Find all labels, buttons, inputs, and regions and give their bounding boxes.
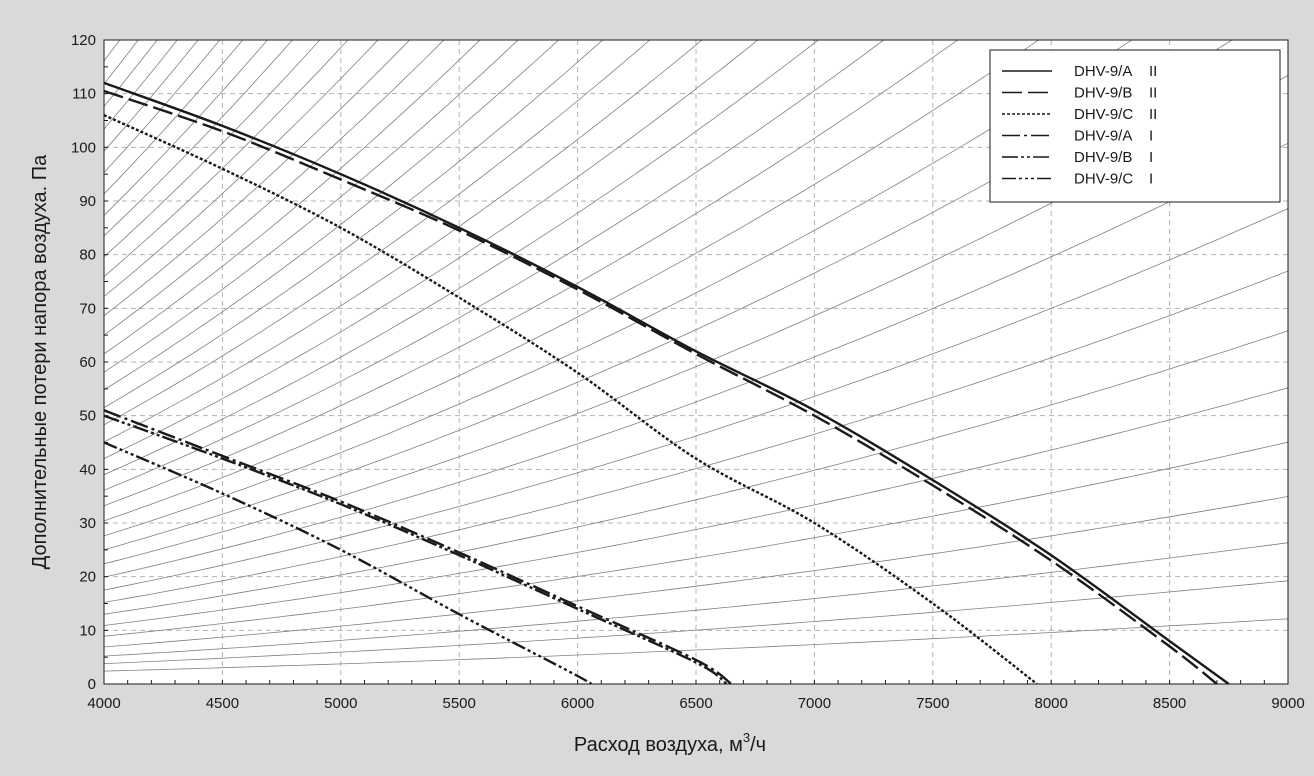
fan-curves-layer <box>104 81 1230 684</box>
y-tick-label: 120 <box>71 32 96 49</box>
system-curve <box>104 40 139 85</box>
x-tick-label: 5000 <box>324 695 357 712</box>
system-curve <box>104 40 759 459</box>
system-curve <box>104 40 959 507</box>
system-curve <box>104 441 1288 637</box>
legend-label-4: DHV-9/A <box>1074 128 1132 145</box>
system-curve <box>104 387 1288 626</box>
system-curve <box>104 208 1288 591</box>
system-curve <box>104 40 651 426</box>
y-tick-label: 90 <box>79 193 96 210</box>
system-curve <box>104 40 349 278</box>
system-curve <box>104 330 1288 615</box>
legend-mode-6: I <box>1149 171 1153 188</box>
legend-mode-5: I <box>1149 149 1153 166</box>
system-curve <box>104 40 703 443</box>
legend-mode-3: II <box>1149 106 1157 123</box>
axis-layer: 4000 4500 5000 5500 6000 6500 7000 7500 8000 8500… <box>71 32 1305 712</box>
system-curve <box>104 142 1288 578</box>
series-line-5 <box>104 414 728 684</box>
system-curve <box>104 40 481 355</box>
y-tick-label: 30 <box>79 515 96 532</box>
system-curve <box>104 40 885 491</box>
y-tick-label: 100 <box>71 139 96 156</box>
system-curve <box>104 40 293 237</box>
y-tick-label: 20 <box>79 569 96 586</box>
system-curve <box>104 40 604 408</box>
legend-label-6: DHV-9/C <box>1074 171 1133 188</box>
system-curve <box>104 618 1288 672</box>
y-tick-label: 10 <box>79 622 96 639</box>
series-line-6 <box>104 441 593 684</box>
system-curve <box>104 542 1288 657</box>
system-curve <box>104 496 1288 648</box>
system-curve <box>104 40 1040 522</box>
x-tick-label: 8500 <box>1153 695 1186 712</box>
x-tick-label: 5500 <box>443 695 476 712</box>
x-tick-label: 4500 <box>206 695 239 712</box>
system-curve <box>104 40 199 152</box>
x-tick-label: 7000 <box>798 695 831 712</box>
system-curve <box>104 40 445 336</box>
legend-box <box>989 49 1281 203</box>
series-line-2 <box>104 89 1218 684</box>
system-curve <box>104 40 560 391</box>
series-line-1 <box>104 81 1230 684</box>
x-tick-label: 9000 <box>1271 695 1304 712</box>
y-tick-label: 0 <box>88 676 96 693</box>
legend-label-3: DHV-9/C <box>1074 106 1133 123</box>
y-axis-label: Дополнительные потери напора воздуха. Па <box>29 154 51 569</box>
system-curve <box>104 40 379 297</box>
legend-mode-2: II <box>1149 85 1157 102</box>
legend-label-1: DHV-9/A <box>1074 63 1132 80</box>
y-tick-label: 60 <box>79 354 96 371</box>
system-curve <box>104 40 321 258</box>
x-tick-label: 6500 <box>679 695 712 712</box>
legend-label-5: DHV-9/B <box>1074 149 1132 166</box>
y-tick-label: 40 <box>79 461 96 478</box>
legend-mode-4: I <box>1149 128 1153 145</box>
system-curve <box>104 40 244 195</box>
system-curve <box>104 40 178 130</box>
y-tick-label: 50 <box>79 408 96 425</box>
system-curve <box>104 580 1288 664</box>
y-tick-label: 70 <box>79 300 96 317</box>
series-line-3 <box>104 114 1038 684</box>
system-curve <box>104 40 268 216</box>
series-line-4 <box>104 409 733 684</box>
y-tick-label: 80 <box>79 247 96 264</box>
system-curve <box>104 40 411 317</box>
x-axis-label: Расход воздуха, м3/ч <box>574 730 766 756</box>
system-curve <box>104 40 121 62</box>
x-tick-label: 7500 <box>916 695 949 712</box>
system-curve <box>104 270 1288 603</box>
y-tick-label: 110 <box>72 86 96 103</box>
system-curve <box>104 40 519 373</box>
x-tick-label: 8000 <box>1035 695 1068 712</box>
system-curve <box>104 40 819 476</box>
system-curve <box>104 40 221 173</box>
x-tick-label: 6000 <box>561 695 594 712</box>
legend-mode-1: II <box>1149 63 1157 80</box>
x-tick-label: 4000 <box>87 695 120 712</box>
legend-label-2: DHV-9/B <box>1074 85 1132 102</box>
